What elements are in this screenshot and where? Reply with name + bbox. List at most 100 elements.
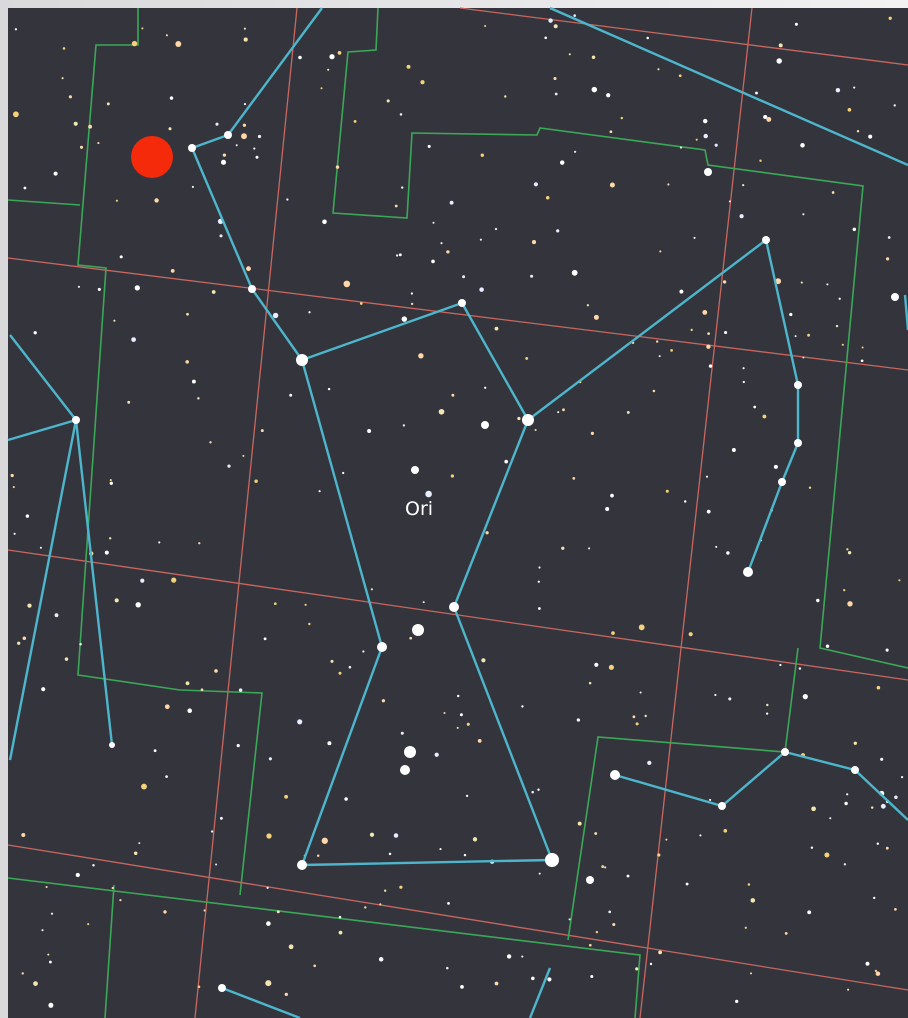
star (538, 872, 541, 875)
star (272, 312, 279, 319)
star (517, 416, 521, 421)
star (284, 794, 288, 799)
star (811, 806, 816, 812)
star (338, 930, 343, 935)
star (766, 703, 769, 707)
star (462, 275, 466, 279)
star (898, 579, 901, 582)
star (773, 464, 778, 469)
star (298, 55, 302, 60)
star (588, 547, 591, 550)
boundary (7, 199, 81, 206)
star (573, 14, 576, 17)
star (394, 204, 398, 208)
star (568, 53, 571, 56)
grid-line (194, 7, 298, 1018)
star (744, 926, 747, 929)
star (683, 500, 687, 503)
star (27, 603, 32, 608)
star (753, 405, 757, 409)
constellation-line (549, 6, 908, 167)
grid-line (459, 7, 908, 66)
star (165, 34, 168, 37)
star (427, 144, 431, 148)
star (846, 548, 849, 551)
star (386, 99, 390, 103)
star (191, 379, 196, 384)
bright-star (458, 299, 466, 307)
star (588, 943, 592, 947)
star (399, 113, 403, 116)
star (327, 68, 330, 71)
star (241, 133, 247, 140)
star (808, 486, 812, 489)
star (870, 806, 874, 809)
star (608, 664, 614, 670)
star (106, 102, 110, 106)
star (171, 577, 177, 583)
marker-dot[interactable] (131, 136, 173, 178)
star (484, 386, 487, 389)
star (398, 253, 402, 257)
star (742, 380, 745, 384)
star (807, 910, 812, 915)
constellation-line (528, 967, 552, 1018)
star (537, 580, 540, 583)
star (705, 475, 709, 478)
star (802, 693, 808, 700)
star (97, 142, 100, 145)
star (876, 842, 880, 845)
star (337, 51, 342, 55)
star (531, 976, 535, 981)
star (635, 967, 639, 971)
star (227, 464, 231, 468)
star (588, 681, 592, 685)
star (197, 397, 200, 400)
bright-star (218, 984, 226, 992)
star (562, 408, 565, 412)
star (485, 531, 489, 535)
star (481, 658, 486, 663)
star (33, 331, 37, 335)
star (135, 602, 141, 608)
bright-star (743, 567, 753, 577)
star (506, 954, 512, 959)
star (494, 981, 499, 986)
star (158, 541, 161, 544)
star (841, 343, 844, 346)
star (242, 454, 245, 457)
star (690, 328, 693, 332)
star (119, 898, 122, 902)
star (104, 550, 109, 555)
star (574, 150, 577, 153)
star (798, 667, 802, 670)
boundary (77, 8, 263, 896)
star (322, 219, 327, 225)
star (685, 882, 689, 886)
star (359, 302, 363, 305)
constellation-boundaries (7, 7, 908, 1018)
star (420, 80, 425, 85)
boundary (567, 647, 799, 941)
star (131, 337, 136, 342)
star (449, 200, 454, 205)
star (200, 688, 204, 692)
star (722, 280, 727, 284)
star (388, 852, 392, 856)
star (706, 509, 711, 514)
star (591, 86, 598, 93)
star (626, 874, 630, 878)
coordinate-grid (7, 7, 908, 1018)
star (134, 285, 140, 291)
star (800, 281, 803, 284)
star (594, 832, 598, 835)
star (695, 138, 698, 141)
star (114, 598, 119, 603)
star (708, 364, 713, 368)
star (460, 985, 464, 989)
star (825, 644, 830, 648)
star (561, 546, 565, 550)
star (422, 601, 425, 604)
star (443, 711, 446, 715)
star (620, 116, 623, 120)
